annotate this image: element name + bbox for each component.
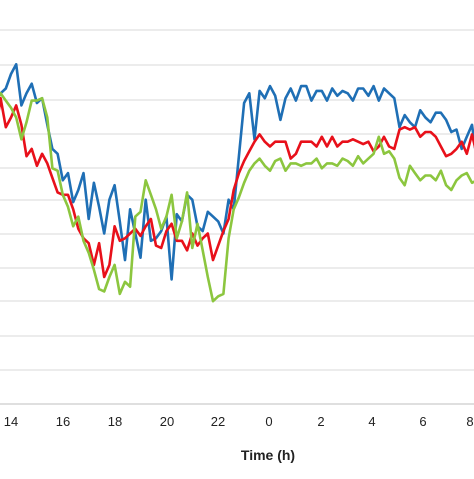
series-line-1 <box>0 63 474 281</box>
x-tick-label: 14 <box>4 414 18 429</box>
x-tick-label: 18 <box>108 414 122 429</box>
series-line-3 <box>0 92 474 303</box>
x-tick-label: 6 <box>419 414 426 429</box>
series-line-2 <box>0 96 474 279</box>
x-tick-label: 0 <box>265 414 272 429</box>
x-tick-label: 16 <box>56 414 70 429</box>
x-tick-label: 20 <box>160 414 174 429</box>
series-lines <box>0 63 474 303</box>
x-tick-label: 22 <box>211 414 225 429</box>
x-tick-label: 4 <box>368 414 375 429</box>
x-tick-labels: 14 16 18 20 22 0 2 4 6 8 <box>4 414 474 429</box>
x-axis-label: Time (h) <box>241 447 295 463</box>
x-tick-label: 2 <box>317 414 324 429</box>
x-tick-label: 8 <box>466 414 473 429</box>
